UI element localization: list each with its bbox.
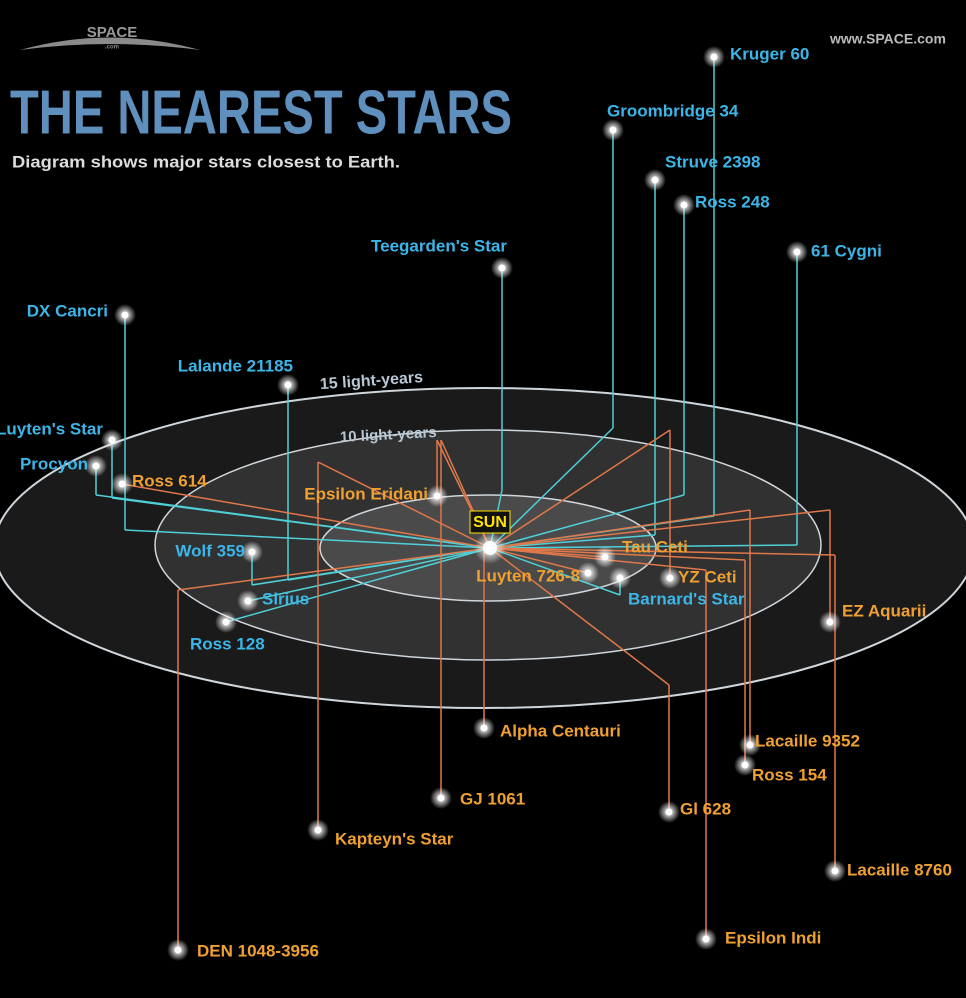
star-label: Lalande 21185 [178, 356, 293, 375]
star-label: Ross 248 [695, 192, 770, 211]
star-sun-line [489, 547, 670, 686]
star [244, 597, 252, 605]
star-sun-line [489, 547, 621, 596]
star [433, 492, 441, 500]
star [826, 618, 834, 626]
star [108, 436, 116, 444]
star-sun-line [489, 547, 589, 574]
star-sun-line [225, 547, 491, 623]
star-sun-line [317, 461, 491, 549]
star-label: YZ Ceti [678, 567, 737, 586]
sun-label-box [469, 510, 511, 534]
star-label: Epsilon Indi [725, 928, 821, 947]
star-label: Barnard's Star [628, 589, 745, 608]
star-label: Gl 628 [680, 799, 731, 818]
star [174, 946, 182, 954]
star-sun-line [489, 509, 751, 549]
star [651, 176, 659, 184]
star-sun-line [247, 547, 491, 602]
star-label: Wolf 359 [175, 541, 245, 560]
star-group: Kruger 60 Groombridge 34 Struve 2398 Ross 2… [0, 44, 952, 961]
star-label: DX Cancri [27, 301, 108, 320]
star-label: Tau Ceti [622, 537, 688, 556]
star-sun-line [489, 547, 836, 556]
star-sun-line [489, 429, 671, 549]
star-label: Struve 2398 [665, 152, 760, 171]
star-label: Epsilon Eridani [304, 484, 428, 503]
star [616, 574, 624, 582]
sun [483, 541, 497, 555]
star-label: Ross 154 [752, 765, 827, 784]
url: www.SPACE.com [829, 31, 946, 47]
star [248, 548, 256, 556]
star [498, 264, 506, 272]
star-label: Kapteyn's Star [335, 829, 454, 848]
star-label: DEN 1048-3956 [197, 941, 319, 960]
star-label: Luyten's Star [0, 419, 103, 438]
star [741, 761, 749, 769]
star-label: GJ 1061 [460, 789, 525, 808]
star [666, 574, 674, 582]
star-label: Ross 614 [132, 471, 207, 490]
star-sun-line [489, 547, 746, 561]
star-sun-line [121, 483, 491, 549]
star-sun-line [489, 544, 798, 549]
star [710, 53, 718, 61]
star [314, 826, 322, 834]
star-label: Teegarden's Star [371, 236, 507, 255]
star-label: Ross 128 [190, 634, 265, 653]
star [480, 724, 488, 732]
star [437, 794, 445, 802]
star [831, 867, 839, 875]
star [121, 311, 129, 319]
star [601, 553, 609, 561]
star [702, 935, 710, 943]
star-label: 61 Cygni [811, 241, 882, 260]
star-sun-line [177, 547, 491, 591]
star [92, 462, 100, 470]
star-label: Alpha Centauri [500, 721, 621, 740]
star [793, 248, 801, 256]
star-sun-line [251, 547, 491, 586]
star-label: Procyon [20, 454, 88, 473]
star-label: Sirius [262, 589, 309, 608]
star [222, 618, 230, 626]
star [584, 569, 592, 577]
star-sun-line [95, 494, 491, 549]
subtitle: Diagram shows major stars closest to Ear… [12, 152, 400, 171]
star [609, 126, 617, 134]
star [118, 480, 126, 488]
sun-label: SUN [473, 514, 507, 531]
logo-swoosh [20, 37, 200, 50]
star-label: EZ Aquarii [842, 601, 926, 620]
star-sun-line [489, 509, 831, 549]
star-label: Groombridge 34 [607, 101, 739, 120]
star-label: Kruger 60 [730, 44, 809, 63]
star-label: Luyten 726-8 [476, 566, 580, 585]
star-label: Lacaille 9352 [755, 731, 860, 750]
title: THE NEAREST STARS [10, 78, 512, 147]
star-sun-line [489, 494, 685, 549]
star [680, 201, 688, 209]
star-sun-line [124, 529, 491, 549]
star-sun-line [489, 534, 656, 549]
logo-sub: .com [105, 45, 119, 51]
star [665, 808, 673, 816]
logo: SPACE [87, 24, 138, 41]
star-label: Lacaille 8760 [847, 860, 952, 879]
star [746, 741, 754, 749]
star [284, 381, 292, 389]
ring-label: 10 light-years [340, 424, 437, 446]
